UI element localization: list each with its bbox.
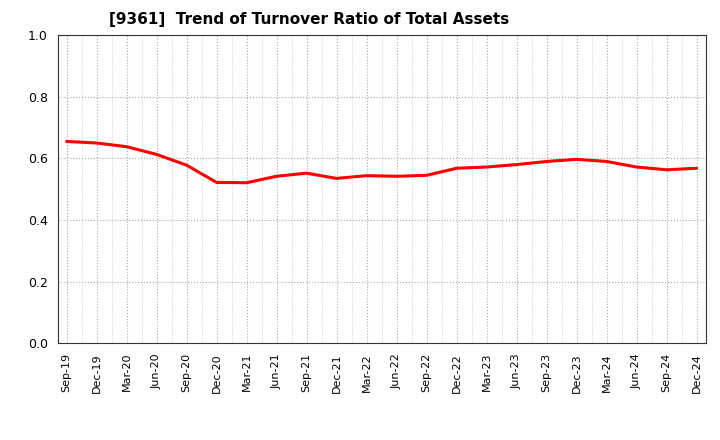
Text: [9361]  Trend of Turnover Ratio of Total Assets: [9361] Trend of Turnover Ratio of Total … bbox=[109, 12, 510, 27]
